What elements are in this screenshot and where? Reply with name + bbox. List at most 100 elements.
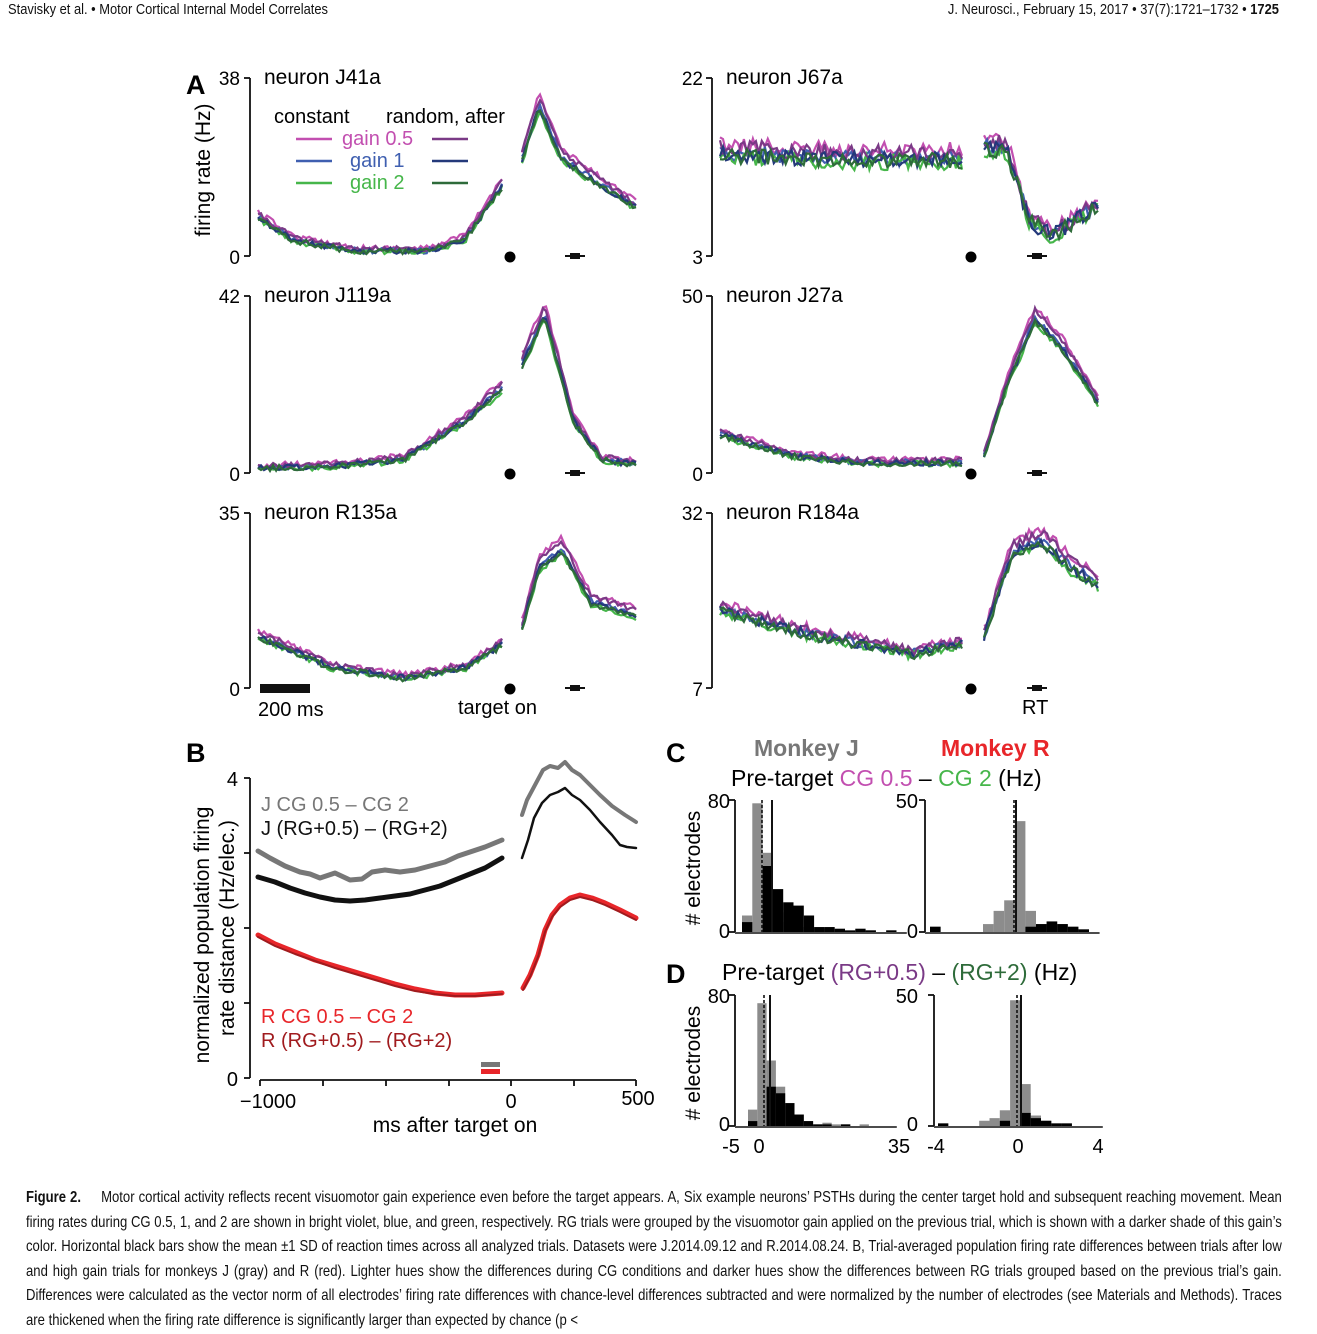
psth-trace-rg05-post [982, 304, 1100, 452]
psth-trace-cg2-post [521, 320, 637, 468]
psth-title: neuron J27a [726, 284, 843, 307]
panel-b-legend-r-rg: R (RG+0.5) – (RG+2) [261, 1030, 452, 1052]
scale-bar-label: 200 ms [258, 699, 324, 721]
hist-bar-black [841, 1124, 851, 1126]
psth-trace-rg1-post [982, 537, 1099, 641]
psth-trace-rg2-post [983, 141, 1099, 243]
hist-bar-black [814, 927, 825, 932]
hist-bar-black [1057, 924, 1068, 932]
panel-c-right-ymin: 0 [907, 921, 918, 943]
trace-r-cg-pre [255, 932, 505, 998]
target-on-dot [504, 251, 516, 263]
hist-bar-black [845, 930, 856, 932]
hist-bar-black [886, 930, 897, 932]
hist-bar-black [938, 1123, 949, 1126]
panel-b-xtick-500: 500 [621, 1088, 654, 1110]
psth-ymax: 35 [219, 504, 240, 525]
hist-c-monkey-r [919, 799, 1100, 934]
panel-c-title: Pre-target CG 0.5 – CG 2 (Hz) [731, 765, 1042, 791]
hist-bar-black [783, 902, 794, 932]
running-title: Stavisky et al. • Motor Cortical Interna… [8, 1, 328, 18]
hist-bar-gray [859, 1124, 869, 1126]
hist-bar-black [855, 928, 866, 932]
hist-d-monkey-r [928, 994, 1103, 1128]
hist-bar-black [822, 1124, 832, 1126]
psth-ymax: 32 [682, 504, 703, 525]
psth-trace-rg2-pre [719, 433, 963, 468]
panel-b-xtick-0: 0 [505, 1091, 516, 1113]
psth-trace-cg2-post [982, 544, 1100, 638]
panel-d-right-xtick-4: 4 [1092, 1136, 1103, 1158]
psth-ymax: 50 [682, 287, 703, 308]
psth-trace-cg05-pre [257, 380, 503, 470]
hist-bar-black [803, 1121, 814, 1126]
hist-bar-black [1061, 1123, 1072, 1126]
target-on-dot [965, 251, 977, 263]
psth-title: neuron J119a [264, 284, 391, 307]
hist-bar-gray [999, 1110, 1011, 1126]
target-on-dot [504, 683, 516, 695]
panel-c-left-ymax: 80 [708, 791, 730, 813]
psth-title: neuron J67a [726, 66, 843, 89]
psth-ymin: 0 [229, 465, 240, 486]
psth-trace-rg05-post [520, 98, 637, 207]
psth-trace-cg1-post [982, 314, 1099, 456]
hist-bar-black [785, 1103, 795, 1126]
caption-text: Motor cortical activity reflects recent … [26, 1189, 1282, 1329]
psth-trace-rg05-post [982, 529, 1099, 631]
trace-r-rg-pre [257, 936, 503, 997]
psth-ymax: 38 [219, 69, 240, 90]
rt-mean-bar [570, 685, 580, 691]
panel-b-ytick-4: 4 [227, 769, 238, 791]
panel-b-rt-bar-r [481, 1069, 500, 1074]
psth-trace-rg05-post [520, 306, 637, 464]
psth-neuron-j27a: 50 0 neuron J27a [682, 284, 1100, 486]
panel-b-ylabel-2: rate distance (Hz/elec.) [216, 820, 239, 1036]
hist-bar-black [1020, 1112, 1031, 1126]
hist-bar-gray [1010, 1000, 1021, 1126]
psth-trace-cg2-post [520, 549, 637, 630]
panel-c-label: C [666, 738, 686, 768]
panel-c-right-ymax: 50 [896, 791, 918, 813]
psth-trace-rg2-post [520, 552, 637, 631]
hist-bar-gray [993, 910, 1005, 932]
psth-neuron-j67a: 22 3 neuron J67a [682, 66, 1099, 269]
hist-bar-gray [989, 1118, 1000, 1126]
psth-trace-rg2-pre [257, 388, 503, 474]
panel-b-legend-r-cg: R CG 0.5 – CG 2 [261, 1006, 413, 1028]
panel-b-traces [255, 760, 639, 998]
citation-text: J. Neurosci., February 15, 2017 • 37(7):… [947, 1, 1251, 18]
panel-a-ylabel: firing rate (Hz) [192, 103, 215, 236]
psth-trace-rg2-pre [257, 636, 503, 683]
hist-bar-gray [1020, 1084, 1031, 1126]
hist-bar-black [1041, 1120, 1052, 1126]
hist-bar-black [803, 915, 815, 932]
panel-b-rt-bar-j [481, 1062, 500, 1067]
panel-d-left-ymin: 0 [719, 1114, 730, 1136]
hist-bar-black [1078, 929, 1089, 932]
panel-b-xtick-minus1000: −1000 [240, 1091, 296, 1113]
hist-bar-black [1030, 1118, 1041, 1126]
caption-label: Figure 2. [26, 1189, 81, 1206]
trace-r-rg-post [522, 896, 637, 991]
rt-label: RT [1022, 697, 1048, 719]
psth-ymin: 7 [692, 680, 703, 701]
hist-bar-black [824, 927, 835, 932]
trace-j-cg-pre [255, 837, 505, 883]
trace-j-rg-post [520, 786, 638, 860]
hist-bar-gray [1004, 900, 1015, 932]
psth-title: neuron R135a [264, 501, 397, 524]
psth-ymax: 42 [219, 287, 240, 308]
psth-trace-rg1-post [520, 550, 637, 629]
legend-random-after: random, after [386, 106, 505, 128]
journal-citation: J. Neurosci., February 15, 2017 • 37(7):… [948, 1, 1279, 18]
hist-bar-black [834, 928, 845, 932]
panel-d-left-ymax: 80 [708, 986, 730, 1008]
trace-j-cg-post [520, 760, 638, 824]
panel-d-left-xtick-0: 0 [753, 1136, 764, 1158]
rt-mean-bar [1032, 470, 1042, 476]
hist-bar-black [930, 926, 941, 932]
panel-d-left-xtick-minus5: -5 [722, 1136, 740, 1158]
psth-trace-rg1-post [520, 316, 637, 468]
psth-trace-rg2-post [521, 108, 637, 210]
